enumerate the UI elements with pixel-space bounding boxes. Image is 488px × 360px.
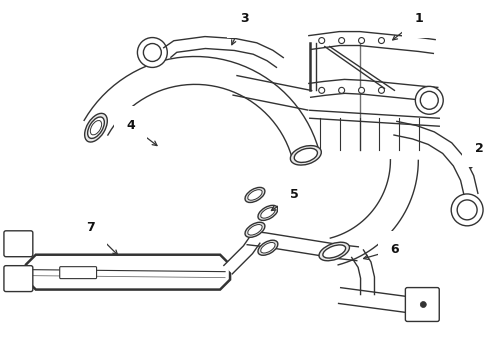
Circle shape (318, 37, 324, 44)
Polygon shape (393, 121, 477, 197)
Polygon shape (233, 76, 311, 110)
Polygon shape (246, 231, 358, 261)
Circle shape (420, 302, 426, 307)
Ellipse shape (84, 113, 107, 142)
Ellipse shape (294, 148, 317, 162)
Ellipse shape (244, 222, 264, 237)
FancyBboxPatch shape (4, 266, 33, 292)
Circle shape (450, 194, 482, 226)
Circle shape (338, 37, 344, 44)
Ellipse shape (247, 225, 262, 235)
Circle shape (318, 87, 324, 93)
Ellipse shape (260, 208, 275, 218)
Circle shape (420, 91, 437, 109)
Polygon shape (26, 255, 229, 289)
Text: 6: 6 (389, 243, 398, 256)
Polygon shape (224, 237, 259, 274)
Text: 1: 1 (414, 12, 423, 25)
Text: 5: 5 (290, 188, 299, 202)
Polygon shape (338, 288, 414, 314)
Circle shape (456, 200, 476, 220)
Circle shape (358, 37, 364, 44)
Polygon shape (351, 250, 374, 294)
Text: 4: 4 (126, 119, 135, 132)
Polygon shape (330, 160, 417, 265)
Ellipse shape (318, 242, 349, 261)
Ellipse shape (260, 243, 275, 253)
Text: 7: 7 (86, 221, 95, 234)
Polygon shape (308, 80, 437, 101)
Circle shape (378, 87, 384, 93)
Circle shape (338, 87, 344, 93)
Circle shape (414, 86, 442, 114)
Ellipse shape (290, 145, 321, 165)
Ellipse shape (258, 240, 277, 255)
Text: 3: 3 (239, 12, 248, 25)
Ellipse shape (258, 205, 277, 220)
Ellipse shape (322, 245, 345, 258)
Polygon shape (163, 37, 283, 67)
FancyBboxPatch shape (60, 267, 96, 279)
Circle shape (137, 37, 167, 67)
FancyBboxPatch shape (405, 288, 438, 321)
FancyBboxPatch shape (4, 231, 33, 257)
Circle shape (378, 37, 384, 44)
Ellipse shape (90, 121, 102, 135)
Ellipse shape (87, 117, 104, 139)
Ellipse shape (247, 190, 262, 200)
Polygon shape (84, 57, 319, 159)
Polygon shape (308, 32, 434, 53)
Circle shape (143, 44, 161, 62)
Text: 2: 2 (474, 141, 483, 155)
Ellipse shape (244, 188, 264, 202)
Circle shape (358, 87, 364, 93)
